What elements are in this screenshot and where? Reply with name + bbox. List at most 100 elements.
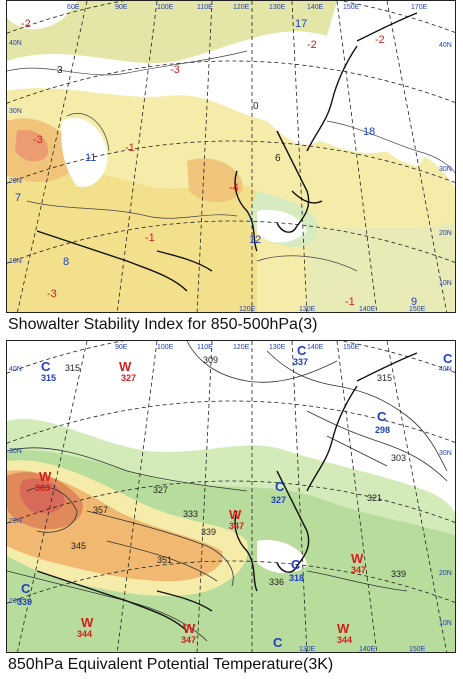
lon-label: 90E [115, 344, 128, 351]
shade-region [19, 478, 66, 514]
lon-label: 150E [409, 306, 426, 313]
lat-label: 20N [439, 230, 452, 237]
lat-label: 20N [439, 570, 452, 577]
cold-marker: C [273, 635, 283, 650]
lon-label: 150E [409, 646, 426, 653]
warm-marker-value: 347 [229, 521, 244, 531]
shade-region [15, 130, 48, 162]
contour-value: -3 [47, 288, 57, 300]
isotherm-value: 327 [153, 485, 168, 495]
isotherm-value: 345 [71, 541, 86, 551]
lon-label: 170E [411, 4, 428, 11]
lon-label: 120E [233, 4, 250, 11]
cold-marker: C [443, 351, 453, 366]
lon-label: 130E [269, 344, 286, 351]
stability-index-map-svg: -2 -3 -4 -3 -1 -1 -3 -1 -2 -2 17 18 11 1… [7, 1, 455, 313]
warm-marker: W [351, 551, 364, 566]
clear-area [60, 341, 455, 491]
shade-region [7, 169, 257, 312]
longitude-labels: 60E 90E 100E 110E 120E 130E 140E 150E 17… [67, 4, 428, 313]
lat-label: 10N [439, 280, 452, 287]
lon-label: 60E [67, 4, 80, 11]
cold-marker: C [291, 557, 301, 572]
warm-marker-value: 327 [121, 373, 136, 383]
isotherm-value: 339 [391, 569, 406, 579]
contour-value: 18 [363, 126, 375, 138]
clear-area [257, 540, 307, 574]
isotherm-value: 333 [183, 509, 198, 519]
lon-label: 120E [239, 306, 256, 313]
equivalent-potential-temperature-map: W 327 W 363 W 347 W 347 W 344 W 344 W 34… [6, 340, 456, 653]
warm-marker-value: 344 [337, 635, 352, 645]
warm-marker-value: 344 [77, 629, 92, 639]
clear-area [247, 77, 329, 145]
graticule [7, 341, 455, 652]
isotherm-value: 336 [269, 577, 284, 587]
contour-value: 12 [249, 234, 261, 246]
lon-label: 110E [197, 4, 213, 11]
contour-value: 8 [63, 256, 69, 268]
clear-area [7, 1, 77, 30]
isotherm-value: 315 [377, 373, 392, 383]
graticule [7, 1, 455, 312]
warm-marker: W [81, 615, 94, 630]
lon-label: 140E [307, 4, 324, 11]
contour-value: 11 [85, 152, 96, 164]
lon-label: 150E [343, 344, 360, 351]
isotherm-value: 351 [157, 555, 172, 565]
isotherm-values: 315 309 327 333 339 345 351 357 339 303 … [65, 355, 406, 587]
coastline [36, 352, 418, 632]
contour-value: -2 [307, 39, 317, 51]
stability-index-caption: Showalter Stability Index for 850-500hPa… [8, 316, 318, 333]
isotherm-value: 357 [93, 505, 108, 515]
shade-region [307, 221, 455, 312]
stability-index-map: -2 -3 -4 -3 -1 -1 -3 -1 -2 -2 17 18 11 1… [6, 0, 456, 313]
contour-value: -3 [33, 134, 43, 146]
latitude-labels: 40N 30N 20N 10N 40N 30N 20N 10N [9, 40, 452, 287]
lat-label: 40N [439, 366, 452, 373]
warm-marker: W [183, 621, 196, 636]
contour-value: -2 [21, 18, 31, 30]
warm-marker-value: 347 [181, 635, 196, 645]
shade-region [7, 1, 337, 64]
lat-label: 20N [9, 518, 22, 525]
lon-label: 90E [115, 4, 128, 11]
contour-value: -4 [229, 182, 239, 194]
cold-marker: C [21, 581, 31, 596]
isotherm-value: 339 [201, 527, 216, 537]
clear-area [61, 117, 108, 187]
contour-value: -1 [125, 142, 135, 154]
lon-label: 100E [157, 344, 174, 351]
coastline [36, 12, 418, 292]
lat-label: 10N [9, 258, 22, 265]
lat-label: 30N [9, 448, 22, 455]
lon-label: 120E [233, 344, 250, 351]
warm-marker: W [119, 359, 132, 374]
lat-label: 10N [439, 620, 452, 627]
cold-marker-value: 327 [271, 495, 286, 505]
contour-value: 9 [411, 296, 417, 308]
contour-value: -1 [345, 296, 355, 308]
ept-caption: 850hPa Equivalent Potential Temperature(… [8, 656, 334, 673]
contour-lines [7, 50, 455, 272]
shade-region [187, 158, 243, 203]
lat-label: 10N [9, 598, 22, 605]
lon-label: 130E [299, 646, 316, 653]
lon-label: 150E [343, 4, 360, 11]
contour-value: 7 [15, 192, 21, 204]
lat-label: 40N [9, 366, 22, 373]
isotherm-lines [7, 341, 448, 642]
clear-area [257, 209, 307, 243]
isotherm-value: 303 [391, 453, 406, 463]
latitude-labels: 40N 30N 20N 10N 40N 30N 20N 10N [9, 366, 452, 627]
lat-label: 30N [439, 450, 452, 457]
lat-label: 20N [9, 178, 22, 185]
warm-marker-value: 347 [351, 565, 366, 575]
lat-label: 30N [439, 166, 452, 173]
lon-label: 140E [359, 646, 376, 653]
lat-label: 30N [9, 108, 22, 115]
lon-label: 130E [269, 4, 286, 11]
warm-marker: W [229, 507, 242, 522]
warm-marker-value: 363 [35, 483, 50, 493]
contour-value: 0 [253, 101, 259, 112]
